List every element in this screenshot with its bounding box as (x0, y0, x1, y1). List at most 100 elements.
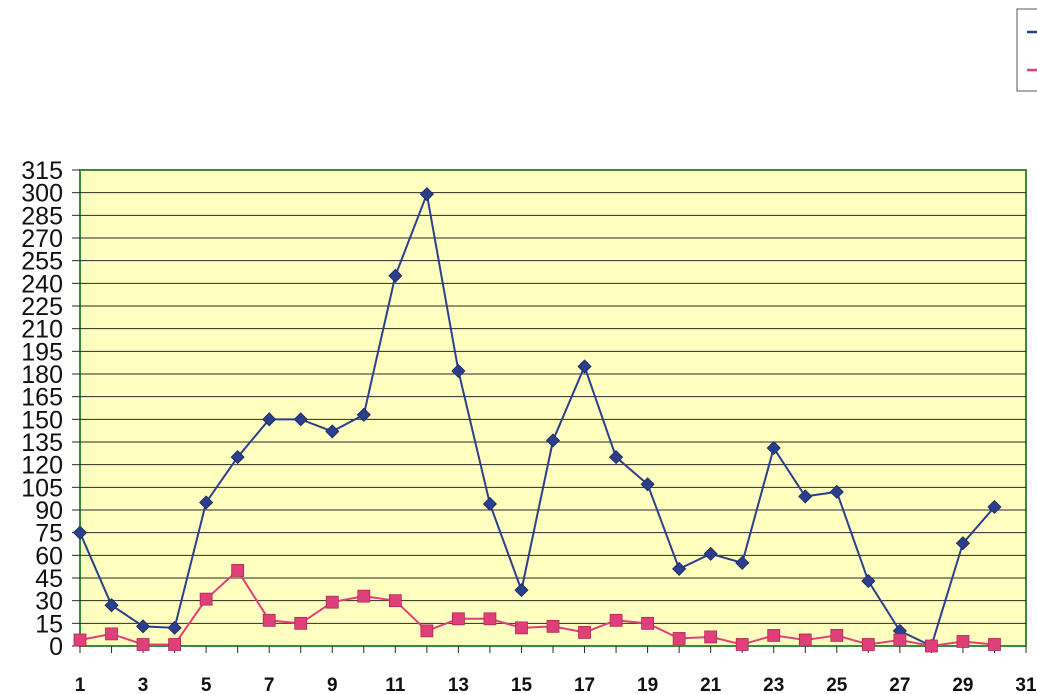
grid-lines (72, 169, 1026, 647)
y-tick-label: 195 (21, 338, 63, 366)
y-tick-label: 270 (21, 225, 63, 253)
data-point-diamond (451, 363, 466, 379)
data-point-square (262, 613, 276, 627)
data-point-square (798, 633, 812, 647)
x-tick-label: 7 (264, 675, 275, 694)
y-tick-label: 210 (21, 316, 63, 344)
data-point-diamond (199, 495, 214, 510)
x-tick-label: 29 (952, 675, 973, 694)
data-point-diamond (672, 561, 687, 576)
data-point-diamond (829, 484, 844, 499)
x-tick-label: 21 (700, 675, 722, 694)
legend (1016, 8, 1037, 92)
data-point-diamond (703, 546, 718, 561)
data-point-square (830, 629, 844, 642)
x-tick-label: 1 (75, 675, 86, 694)
x-tick-label: 13 (448, 675, 469, 694)
x-tick-label: 31 (1015, 675, 1037, 694)
data-point-diamond (262, 412, 277, 427)
y-tick-label: 165 (21, 384, 63, 412)
y-tick-label: 285 (21, 202, 63, 230)
y-tick-label: 30 (35, 588, 63, 616)
y-tick-label: 300 (21, 180, 63, 208)
y-tick-label: 45 (35, 565, 63, 593)
x-tick-label: 15 (511, 675, 533, 694)
data-point-square (515, 621, 528, 635)
x-tick-label: 19 (637, 675, 658, 694)
data-point-square (294, 616, 308, 630)
data-point-square (988, 638, 1001, 651)
data-point-square (136, 638, 150, 651)
data-point-square (325, 595, 339, 609)
data-point-square (704, 630, 718, 644)
data-point-diamond (545, 433, 561, 448)
data-point-square (199, 592, 213, 606)
y-tick-label: 120 (21, 452, 63, 480)
x-tick-label: 11 (385, 675, 406, 694)
data-point-diamond (136, 619, 151, 634)
data-point-diamond (640, 477, 655, 492)
data-point-square (735, 638, 749, 651)
data-point-diamond (766, 440, 781, 456)
data-point-square (483, 612, 497, 626)
data-point-diamond (167, 620, 182, 635)
y-tick-label: 180 (21, 361, 63, 389)
data-point-diamond (609, 450, 624, 465)
data-point-square (357, 589, 371, 603)
x-tick-label: 17 (574, 675, 595, 694)
data-point-square (641, 616, 654, 630)
series-line (79, 190, 996, 648)
data-point-diamond (514, 583, 529, 598)
data-point-square (925, 639, 938, 653)
data-point-square (546, 619, 560, 633)
data-point-square (956, 635, 970, 648)
x-tick-label: 3 (138, 675, 149, 694)
y-tick-label: 0 (49, 633, 63, 661)
data-point-diamond (482, 496, 497, 512)
y-tick-label: 255 (21, 248, 63, 276)
data-point-diamond (356, 407, 371, 422)
legend-box (1016, 8, 1037, 92)
y-tick-label: 240 (21, 270, 63, 298)
x-tick-label: 27 (889, 675, 910, 694)
data-point-diamond (577, 359, 592, 374)
x-tick-label: 9 (327, 675, 338, 694)
x-tick-label: 23 (763, 675, 784, 694)
data-point-square (420, 624, 434, 638)
y-tick-label: 225 (21, 293, 63, 321)
data-point-diamond (104, 598, 119, 613)
data-point-diamond (861, 573, 876, 589)
data-point-square (105, 627, 118, 641)
data-point-square (893, 633, 907, 647)
x-tick-label: 5 (201, 675, 212, 694)
data-point-diamond (325, 424, 340, 439)
y-tick-label: 135 (21, 429, 63, 457)
x-tick-label: 25 (826, 675, 848, 694)
data-point-diamond (987, 499, 1002, 515)
data-point-diamond (955, 536, 970, 551)
data-point-diamond (230, 450, 245, 465)
y-tick-label: 150 (21, 406, 63, 434)
data-point-diamond (798, 489, 813, 504)
series-2 (73, 564, 1001, 653)
data-point-square (231, 564, 245, 577)
plot-area (79, 169, 1027, 647)
data-point-diamond (419, 187, 434, 202)
data-point-square (609, 613, 623, 627)
data-point-square (861, 638, 875, 651)
data-point-square (168, 638, 182, 651)
y-tick-label: 15 (35, 610, 63, 638)
data-point-square (73, 633, 87, 647)
data-point-square (578, 626, 591, 639)
data-point-diamond (735, 555, 750, 570)
y-tick-label: 105 (21, 474, 63, 502)
data-point-square (388, 594, 402, 608)
x-axis-ticks: 1 3 5 7 9 11 13 15 17 19 21 23 25 27 29 31 (75, 646, 1037, 694)
y-tick-label: 60 (35, 542, 63, 570)
data-point-square (451, 612, 465, 626)
y-axis-ticks: 0153045607590105120135150165180195210225… (21, 157, 63, 661)
data-point-square (767, 629, 781, 642)
y-tick-label: 90 (35, 497, 63, 525)
data-point-diamond (293, 412, 308, 427)
